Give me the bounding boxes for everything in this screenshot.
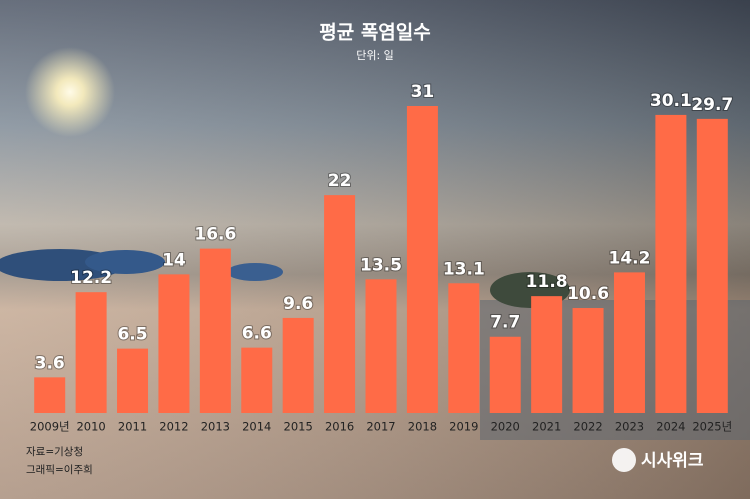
value-label: 6.6 [242,324,272,344]
bar [34,377,66,413]
value-label: 30.1 [650,91,692,111]
x-tick-label: 2016 [325,420,354,434]
umbrella [227,263,283,281]
chart-subtitle: 단위: 일 [356,48,394,62]
bar [655,114,687,413]
value-label: 10.6 [567,284,609,304]
value-label: 3.6 [35,353,65,373]
value-label: 9.6 [283,294,313,314]
x-tick-label: 2019 [449,420,478,434]
bar [406,106,438,413]
value-label: 16.6 [194,225,236,245]
bar [158,274,190,413]
bar [324,195,356,413]
bar [613,272,645,413]
value-label: 29.7 [691,95,733,115]
x-tick-label: 2013 [201,420,230,434]
x-tick-label: 2020 [491,420,520,434]
x-tick-label: 2021 [532,420,561,434]
value-label: 6.5 [117,325,147,345]
value-label: 14.2 [608,248,650,268]
x-tick-label: 2022 [573,420,602,434]
logo: 시사위크 [641,451,704,471]
bar [241,347,273,413]
value-label: 7.7 [490,313,520,333]
bar [448,283,480,413]
x-tick-label: 2018 [408,420,437,434]
bar [365,279,397,413]
bar [489,336,521,413]
bar [531,296,563,413]
x-tick-label: 2017 [366,420,395,434]
value-label: 14 [162,250,186,270]
bar [572,308,604,413]
sun [25,47,115,137]
x-tick-label: 2025년 [692,420,732,434]
value-label: 12.2 [70,268,112,288]
x-tick-label: 2010 [76,420,105,434]
value-label: 11.8 [526,272,568,292]
credit: 그래픽=이주희 [26,464,93,476]
bar [696,118,728,413]
x-tick-label: 2024 [656,420,685,434]
x-tick-label: 2015 [284,420,313,434]
x-tick-label: 2012 [159,420,188,434]
bar [282,317,314,413]
umbrella [85,250,165,274]
bar [117,348,149,413]
x-tick-label: 2009년 [30,420,70,434]
bar [199,248,231,413]
value-label: 13.1 [443,259,485,279]
x-tick-label: 2023 [615,420,644,434]
bar [75,292,107,413]
logo-icon [612,448,636,472]
value-label: 13.5 [360,255,402,275]
x-tick-label: 2011 [118,420,147,434]
value-label: 31 [411,82,435,102]
source: 자료=기상청 [26,446,83,458]
value-label: 22 [328,171,352,191]
x-tick-label: 2014 [242,420,271,434]
chart-title: 평균 폭염일수 [319,22,431,44]
